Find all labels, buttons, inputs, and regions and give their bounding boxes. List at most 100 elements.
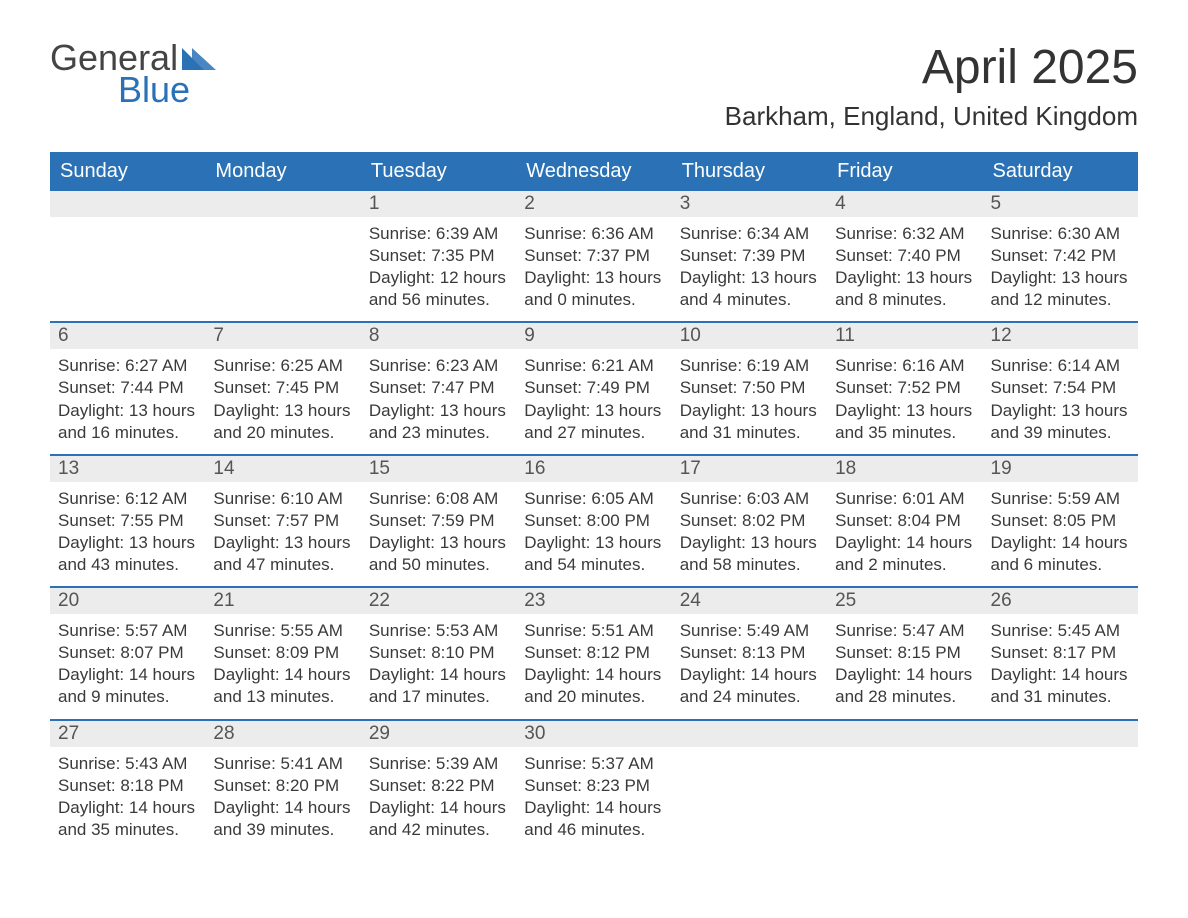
logo: General Blue <box>50 40 216 108</box>
day-details: Sunrise: 6:19 AMSunset: 7:50 PMDaylight:… <box>672 349 827 453</box>
sunrise-line: Sunrise: 6:21 AM <box>524 355 663 377</box>
day-details: Sunrise: 5:37 AMSunset: 8:23 PMDaylight:… <box>516 747 671 851</box>
daylight-line: Daylight: 14 hours and 28 minutes. <box>835 664 974 708</box>
sunset-line: Sunset: 7:40 PM <box>835 245 974 267</box>
calendar-week-row: 20Sunrise: 5:57 AMSunset: 8:07 PMDayligh… <box>50 586 1138 718</box>
day-details: Sunrise: 6:05 AMSunset: 8:00 PMDaylight:… <box>516 482 671 586</box>
sunrise-line: Sunrise: 6:30 AM <box>991 223 1130 245</box>
calendar-day: 18Sunrise: 6:01 AMSunset: 8:04 PMDayligh… <box>827 456 982 586</box>
sunrise-line: Sunrise: 5:51 AM <box>524 620 663 642</box>
sunset-line: Sunset: 7:39 PM <box>680 245 819 267</box>
calendar-day-empty <box>205 191 360 321</box>
sunset-line: Sunset: 8:17 PM <box>991 642 1130 664</box>
sunset-line: Sunset: 8:20 PM <box>213 775 352 797</box>
daylight-line: Daylight: 14 hours and 2 minutes. <box>835 532 974 576</box>
sunset-line: Sunset: 8:23 PM <box>524 775 663 797</box>
daylight-line: Daylight: 13 hours and 35 minutes. <box>835 400 974 444</box>
day-details: Sunrise: 5:55 AMSunset: 8:09 PMDaylight:… <box>205 614 360 718</box>
weekday-header: Saturday <box>983 152 1138 191</box>
day-number: 27 <box>50 721 205 747</box>
daylight-line: Daylight: 14 hours and 46 minutes. <box>524 797 663 841</box>
daylight-line: Daylight: 14 hours and 17 minutes. <box>369 664 508 708</box>
day-details: Sunrise: 6:27 AMSunset: 7:44 PMDaylight:… <box>50 349 205 453</box>
sunset-line: Sunset: 7:54 PM <box>991 377 1130 399</box>
sunrise-line: Sunrise: 5:49 AM <box>680 620 819 642</box>
sunset-line: Sunset: 7:50 PM <box>680 377 819 399</box>
sunset-line: Sunset: 8:09 PM <box>213 642 352 664</box>
daylight-line: Daylight: 13 hours and 4 minutes. <box>680 267 819 311</box>
day-details: Sunrise: 6:30 AMSunset: 7:42 PMDaylight:… <box>983 217 1138 321</box>
sunset-line: Sunset: 8:15 PM <box>835 642 974 664</box>
sunset-line: Sunset: 8:22 PM <box>369 775 508 797</box>
day-details: Sunrise: 5:49 AMSunset: 8:13 PMDaylight:… <box>672 614 827 718</box>
day-number: 14 <box>205 456 360 482</box>
daylight-line: Daylight: 14 hours and 24 minutes. <box>680 664 819 708</box>
sunrise-line: Sunrise: 6:39 AM <box>369 223 508 245</box>
sunset-line: Sunset: 8:10 PM <box>369 642 508 664</box>
weekday-header: Friday <box>827 152 982 191</box>
sunrise-line: Sunrise: 6:32 AM <box>835 223 974 245</box>
calendar-day: 16Sunrise: 6:05 AMSunset: 8:00 PMDayligh… <box>516 456 671 586</box>
sunrise-line: Sunrise: 6:12 AM <box>58 488 197 510</box>
daylight-line: Daylight: 13 hours and 54 minutes. <box>524 532 663 576</box>
sunrise-line: Sunrise: 6:08 AM <box>369 488 508 510</box>
day-details: Sunrise: 6:10 AMSunset: 7:57 PMDaylight:… <box>205 482 360 586</box>
sunset-line: Sunset: 8:04 PM <box>835 510 974 532</box>
calendar-day: 6Sunrise: 6:27 AMSunset: 7:44 PMDaylight… <box>50 323 205 453</box>
daylight-line: Daylight: 13 hours and 43 minutes. <box>58 532 197 576</box>
day-details: Sunrise: 5:51 AMSunset: 8:12 PMDaylight:… <box>516 614 671 718</box>
daylight-line: Daylight: 13 hours and 31 minutes. <box>680 400 819 444</box>
day-number: 7 <box>205 323 360 349</box>
calendar-day: 29Sunrise: 5:39 AMSunset: 8:22 PMDayligh… <box>361 721 516 851</box>
calendar-day: 26Sunrise: 5:45 AMSunset: 8:17 PMDayligh… <box>983 588 1138 718</box>
day-number: 26 <box>983 588 1138 614</box>
day-details: Sunrise: 6:32 AMSunset: 7:40 PMDaylight:… <box>827 217 982 321</box>
day-number: 24 <box>672 588 827 614</box>
calendar-day: 13Sunrise: 6:12 AMSunset: 7:55 PMDayligh… <box>50 456 205 586</box>
sunrise-line: Sunrise: 5:37 AM <box>524 753 663 775</box>
daylight-line: Daylight: 14 hours and 6 minutes. <box>991 532 1130 576</box>
sunrise-line: Sunrise: 5:45 AM <box>991 620 1130 642</box>
sunset-line: Sunset: 7:52 PM <box>835 377 974 399</box>
sunset-line: Sunset: 7:37 PM <box>524 245 663 267</box>
calendar-day: 24Sunrise: 5:49 AMSunset: 8:13 PMDayligh… <box>672 588 827 718</box>
day-details: Sunrise: 6:16 AMSunset: 7:52 PMDaylight:… <box>827 349 982 453</box>
daylight-line: Daylight: 13 hours and 39 minutes. <box>991 400 1130 444</box>
sunset-line: Sunset: 7:55 PM <box>58 510 197 532</box>
sunset-line: Sunset: 8:00 PM <box>524 510 663 532</box>
calendar-day: 10Sunrise: 6:19 AMSunset: 7:50 PMDayligh… <box>672 323 827 453</box>
day-number: 20 <box>50 588 205 614</box>
day-details: Sunrise: 6:14 AMSunset: 7:54 PMDaylight:… <box>983 349 1138 453</box>
sunrise-line: Sunrise: 5:39 AM <box>369 753 508 775</box>
calendar-day: 30Sunrise: 5:37 AMSunset: 8:23 PMDayligh… <box>516 721 671 851</box>
sunset-line: Sunset: 7:35 PM <box>369 245 508 267</box>
sunrise-line: Sunrise: 5:43 AM <box>58 753 197 775</box>
calendar-day: 7Sunrise: 6:25 AMSunset: 7:45 PMDaylight… <box>205 323 360 453</box>
calendar-day: 14Sunrise: 6:10 AMSunset: 7:57 PMDayligh… <box>205 456 360 586</box>
day-details: Sunrise: 5:39 AMSunset: 8:22 PMDaylight:… <box>361 747 516 851</box>
logo-triangle-icon <box>182 48 216 70</box>
calendar-day: 1Sunrise: 6:39 AMSunset: 7:35 PMDaylight… <box>361 191 516 321</box>
calendar-day: 5Sunrise: 6:30 AMSunset: 7:42 PMDaylight… <box>983 191 1138 321</box>
day-number: 5 <box>983 191 1138 217</box>
daylight-line: Daylight: 13 hours and 20 minutes. <box>213 400 352 444</box>
sunset-line: Sunset: 8:12 PM <box>524 642 663 664</box>
page-title: April 2025 <box>725 40 1138 95</box>
sunset-line: Sunset: 7:59 PM <box>369 510 508 532</box>
daylight-line: Daylight: 13 hours and 27 minutes. <box>524 400 663 444</box>
day-number: 30 <box>516 721 671 747</box>
calendar-day-empty <box>672 721 827 851</box>
calendar-day: 19Sunrise: 5:59 AMSunset: 8:05 PMDayligh… <box>983 456 1138 586</box>
day-number: 23 <box>516 588 671 614</box>
day-details: Sunrise: 5:43 AMSunset: 8:18 PMDaylight:… <box>50 747 205 851</box>
daylight-line: Daylight: 14 hours and 42 minutes. <box>369 797 508 841</box>
sunset-line: Sunset: 7:44 PM <box>58 377 197 399</box>
sunset-line: Sunset: 7:45 PM <box>213 377 352 399</box>
day-details: Sunrise: 5:45 AMSunset: 8:17 PMDaylight:… <box>983 614 1138 718</box>
calendar-day-empty <box>983 721 1138 851</box>
sunrise-line: Sunrise: 5:57 AM <box>58 620 197 642</box>
day-details: Sunrise: 6:25 AMSunset: 7:45 PMDaylight:… <box>205 349 360 453</box>
weekday-header: Sunday <box>50 152 205 191</box>
sunset-line: Sunset: 7:57 PM <box>213 510 352 532</box>
day-details: Sunrise: 5:47 AMSunset: 8:15 PMDaylight:… <box>827 614 982 718</box>
